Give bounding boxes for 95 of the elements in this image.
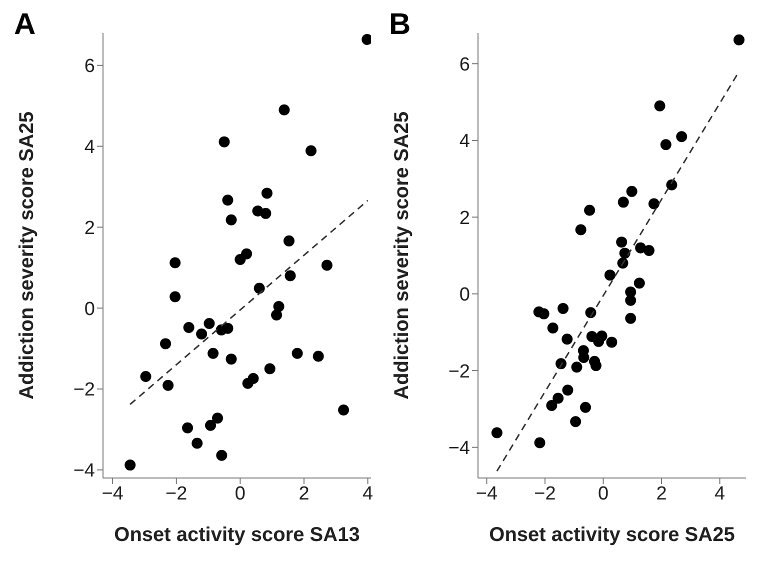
point	[162, 380, 174, 391]
y-tick-label: 4	[84, 137, 96, 158]
point	[538, 308, 550, 320]
point	[204, 318, 215, 329]
point	[734, 34, 745, 46]
point	[562, 334, 573, 345]
x-tick-label: −2	[166, 483, 188, 504]
y-tick-label: 4	[459, 131, 470, 152]
y-tick-label: −4	[448, 438, 470, 460]
point	[626, 186, 638, 197]
point	[196, 328, 208, 340]
x-tick-label: 4	[362, 483, 374, 504]
y-tick-label: 0	[84, 298, 95, 320]
point	[660, 139, 672, 150]
point	[570, 416, 582, 428]
point	[170, 291, 181, 302]
y-tick-label: 0	[459, 284, 470, 306]
point	[604, 270, 616, 281]
point	[284, 235, 295, 246]
point	[222, 322, 234, 334]
point	[643, 245, 654, 256]
point	[306, 145, 317, 156]
point	[618, 196, 629, 208]
point	[292, 348, 303, 359]
point	[312, 350, 324, 362]
point	[264, 363, 276, 374]
point	[547, 322, 558, 334]
point	[619, 248, 630, 259]
point	[584, 204, 596, 216]
point	[580, 402, 591, 413]
point	[205, 420, 216, 431]
point	[160, 338, 172, 350]
point	[271, 309, 282, 320]
point	[222, 194, 234, 206]
point	[666, 179, 678, 190]
x-tick-label: −4	[102, 483, 124, 504]
point	[226, 354, 237, 365]
y-tick-label: −4	[73, 460, 96, 482]
point	[491, 427, 502, 438]
x-tick-label: −4	[476, 483, 498, 504]
y-tick-label: 6	[459, 54, 470, 76]
point	[183, 322, 194, 334]
point	[552, 392, 564, 404]
point	[216, 450, 228, 461]
point	[534, 437, 546, 448]
point	[590, 360, 602, 372]
point	[260, 208, 272, 219]
point	[634, 278, 645, 289]
point	[606, 336, 618, 348]
x-axis-title: Onset activity score SA25	[489, 524, 735, 546]
point	[321, 260, 332, 271]
y-tick-label: 6	[84, 56, 95, 78]
x-tick-label: 0	[598, 483, 609, 504]
point	[562, 384, 574, 396]
point	[212, 412, 224, 424]
point	[648, 198, 660, 210]
y-tick-label: −2	[448, 361, 470, 382]
point	[558, 302, 569, 314]
y-tick-label: 2	[459, 208, 470, 229]
point	[625, 312, 636, 324]
y-axis-title: Addiction severity score SA25	[391, 112, 414, 400]
point	[234, 254, 246, 266]
y-tick-label: −2	[73, 380, 95, 401]
point	[254, 282, 265, 294]
point	[625, 294, 636, 306]
point	[546, 400, 558, 411]
point	[248, 372, 259, 384]
y-tick-label: 2	[84, 218, 95, 239]
point	[140, 370, 152, 382]
point	[338, 404, 350, 416]
point	[575, 224, 586, 236]
chart-title: B	[389, 8, 411, 42]
point	[278, 104, 290, 116]
chart-title: A	[14, 8, 36, 42]
x-tick-label: −2	[534, 483, 556, 504]
x-tick-label: 0	[234, 483, 246, 504]
x-tick-label: 4	[714, 483, 726, 504]
point	[284, 270, 296, 282]
point	[571, 362, 582, 373]
point	[218, 136, 230, 148]
point	[226, 214, 237, 226]
point	[616, 236, 628, 248]
x-tick-label: 2	[298, 483, 310, 504]
point	[170, 257, 181, 268]
x-axis-title: Onset activity score SA13	[114, 524, 360, 546]
point	[654, 100, 666, 112]
x-tick-label: 2	[656, 483, 667, 504]
point	[124, 460, 136, 471]
point	[261, 188, 272, 199]
point	[208, 348, 219, 359]
point	[676, 131, 688, 142]
point	[182, 422, 194, 434]
point	[192, 438, 203, 449]
y-axis-title: Addiction severity score SA25	[16, 112, 38, 400]
point	[578, 352, 590, 364]
